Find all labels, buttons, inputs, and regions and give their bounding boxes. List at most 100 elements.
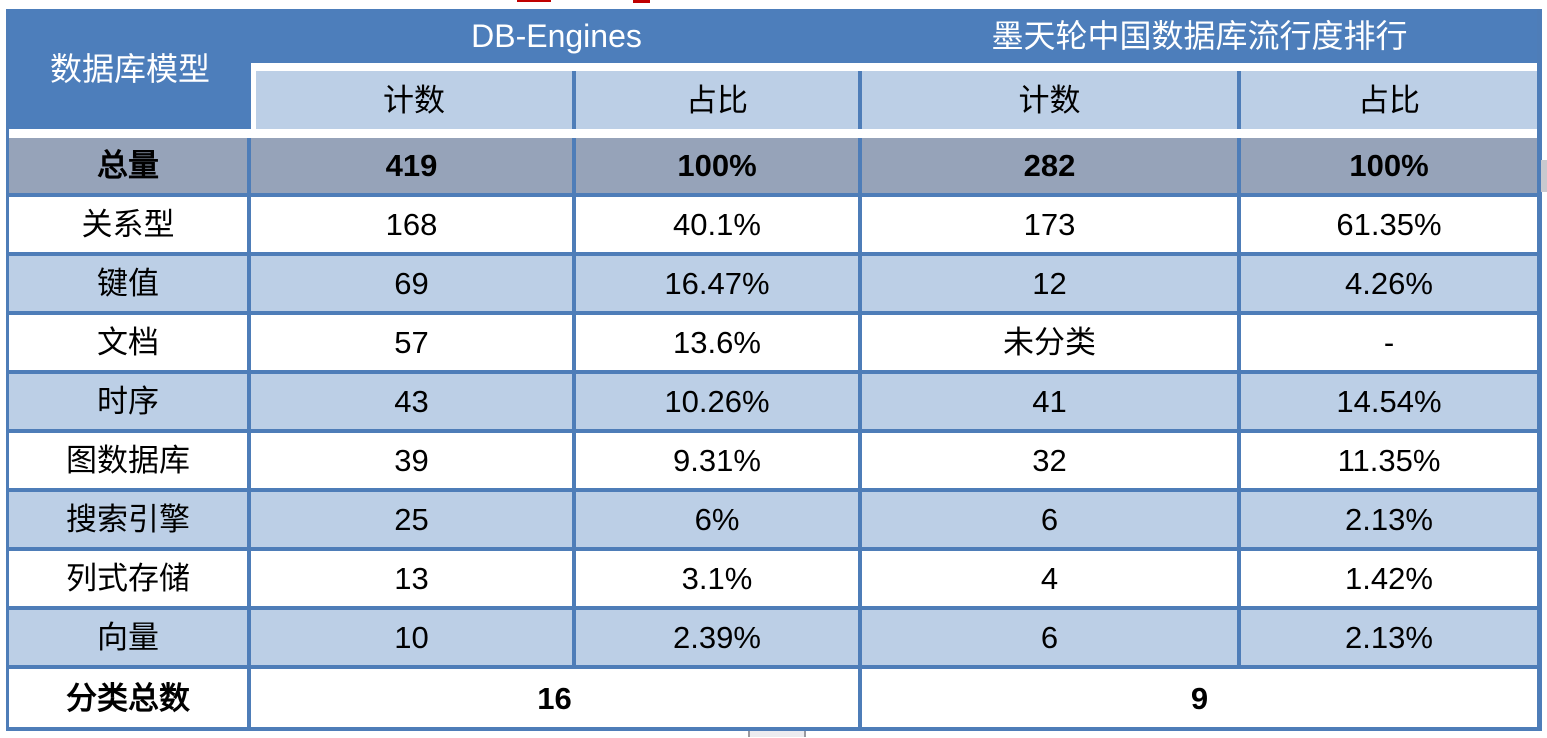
value: 282: [1023, 148, 1076, 183]
motianlun-label: 墨天轮中国数据库流行度排行: [991, 18, 1408, 54]
cell-columnar-mt-share: 1.42%: [1241, 551, 1537, 610]
footer-motianlun-total: 9: [862, 669, 1537, 727]
value: 69: [394, 266, 429, 301]
footer-label-cell: 分类总数: [9, 669, 251, 727]
value: 43: [394, 384, 429, 419]
cell-relational-db-share: 40.1%: [576, 197, 862, 256]
cell-document-mt-count: 未分类: [862, 315, 1241, 374]
cell-document-db-count: 57: [251, 315, 576, 374]
db-engines-label: DB-Engines: [471, 18, 642, 54]
value: 12: [1032, 266, 1067, 301]
red-artifact-dash: [517, 0, 551, 2]
cell-vector-db-share: 2.39%: [576, 610, 862, 669]
row-label-vector: 向量: [9, 610, 251, 669]
value: 未分类: [1003, 325, 1096, 360]
row-label: 键值: [97, 266, 159, 301]
cell-timeseries-db-count: 43: [251, 374, 576, 433]
value: 40.1%: [673, 207, 761, 242]
cell-document-mt-share: -: [1241, 315, 1537, 374]
group-header-db-engines: DB-Engines: [251, 9, 862, 63]
corner-header-label: 数据库模型: [49, 51, 210, 87]
row-label: 图数据库: [66, 443, 190, 478]
row-label: 关系型: [81, 207, 175, 242]
value: 10.26%: [664, 384, 770, 419]
value: 41: [1032, 384, 1067, 419]
cell-keyvalue-db-share: 16.47%: [576, 256, 862, 315]
cell-total-mt-share: 100%: [1241, 138, 1537, 197]
value: 1.42%: [1345, 561, 1433, 596]
value: 6%: [694, 502, 740, 537]
value: 61.35%: [1336, 207, 1442, 242]
cell-vector-mt-count: 6: [862, 610, 1241, 669]
cell-columnar-mt-count: 4: [862, 551, 1241, 610]
row-label-search: 搜索引擎: [9, 492, 251, 551]
value: 14.54%: [1336, 384, 1442, 419]
value: 4.26%: [1345, 266, 1433, 301]
value: 13.6%: [673, 325, 761, 360]
row-label-columnar: 列式存储: [9, 551, 251, 610]
value: 25: [394, 502, 429, 537]
value: 4: [1040, 561, 1059, 596]
value: 6: [1040, 620, 1059, 655]
row-label: 时序: [97, 384, 159, 419]
value: 10: [394, 620, 429, 655]
cell-timeseries-mt-count: 41: [862, 374, 1241, 433]
cell-graph-db-count: 39: [251, 433, 576, 492]
value: 32: [1032, 443, 1067, 478]
value: 2.39%: [673, 620, 761, 655]
value: 2.13%: [1345, 620, 1433, 655]
row-label-document: 文档: [9, 315, 251, 374]
group-header-motianlun: 墨天轮中国数据库流行度排行: [862, 9, 1537, 63]
subheader-count-db: 计数: [251, 71, 576, 129]
cell-timeseries-mt-share: 14.54%: [1241, 374, 1537, 433]
value: 16.47%: [664, 266, 770, 301]
subheader-share-db-label: 占比: [686, 82, 748, 118]
cell-columnar-db-count: 13: [251, 551, 576, 610]
cell-vector-mt-share: 2.13%: [1241, 610, 1537, 669]
row-label: 向量: [97, 620, 159, 655]
footer-label: 分类总数: [66, 680, 190, 716]
value: 3.1%: [681, 561, 753, 596]
value: 100%: [677, 148, 757, 183]
cell-keyvalue-db-count: 69: [251, 256, 576, 315]
cell-total-mt-count: 282: [862, 138, 1241, 197]
cell-keyvalue-mt-count: 12: [862, 256, 1241, 315]
cell-vector-db-count: 10: [251, 610, 576, 669]
cell-timeseries-db-share: 10.26%: [576, 374, 862, 433]
row-label: 文档: [97, 325, 159, 360]
cell-total-db-count: 419: [251, 138, 576, 197]
subheader-share-mt: 占比: [1241, 71, 1537, 129]
corner-header-cell: 数据库模型: [9, 9, 251, 129]
value: 419: [385, 148, 438, 183]
subheader-count-mt: 计数: [862, 71, 1241, 129]
cell-search-db-share: 6%: [576, 492, 862, 551]
footer-db-engines-total: 16: [251, 669, 862, 727]
value: 168: [385, 207, 438, 242]
comparison-table: 数据库模型 DB-Engines 墨天轮中国数据库流行度排行 计数 占比 计数 …: [6, 9, 1542, 731]
value: -: [1383, 325, 1395, 360]
row-label: 列式存储: [66, 561, 190, 596]
row-label-graph: 图数据库: [9, 433, 251, 492]
row-label-timeseries: 时序: [9, 374, 251, 433]
subheader-share-db: 占比: [576, 71, 862, 129]
value: 39: [394, 443, 429, 478]
cell-graph-mt-share: 11.35%: [1241, 433, 1537, 492]
cell-search-mt-share: 2.13%: [1241, 492, 1537, 551]
value: 11.35%: [1337, 443, 1441, 478]
row-label: 搜索引擎: [66, 502, 190, 537]
value: 16: [537, 680, 572, 716]
cell-relational-mt-share: 61.35%: [1241, 197, 1537, 256]
red-artifact-tick: [633, 0, 650, 3]
cell-search-mt-count: 6: [862, 492, 1241, 551]
value: 13: [394, 561, 429, 596]
cell-relational-db-count: 168: [251, 197, 576, 256]
cell-graph-mt-count: 32: [862, 433, 1241, 492]
cell-keyvalue-mt-share: 4.26%: [1241, 256, 1537, 315]
cell-document-db-share: 13.6%: [576, 315, 862, 374]
subheader-count-mt-label: 计数: [1018, 82, 1081, 118]
value: 100%: [1349, 148, 1429, 183]
bottom-edge-artifact: [748, 731, 806, 737]
value: 57: [394, 325, 429, 360]
header-gap-strip: [251, 63, 1537, 71]
